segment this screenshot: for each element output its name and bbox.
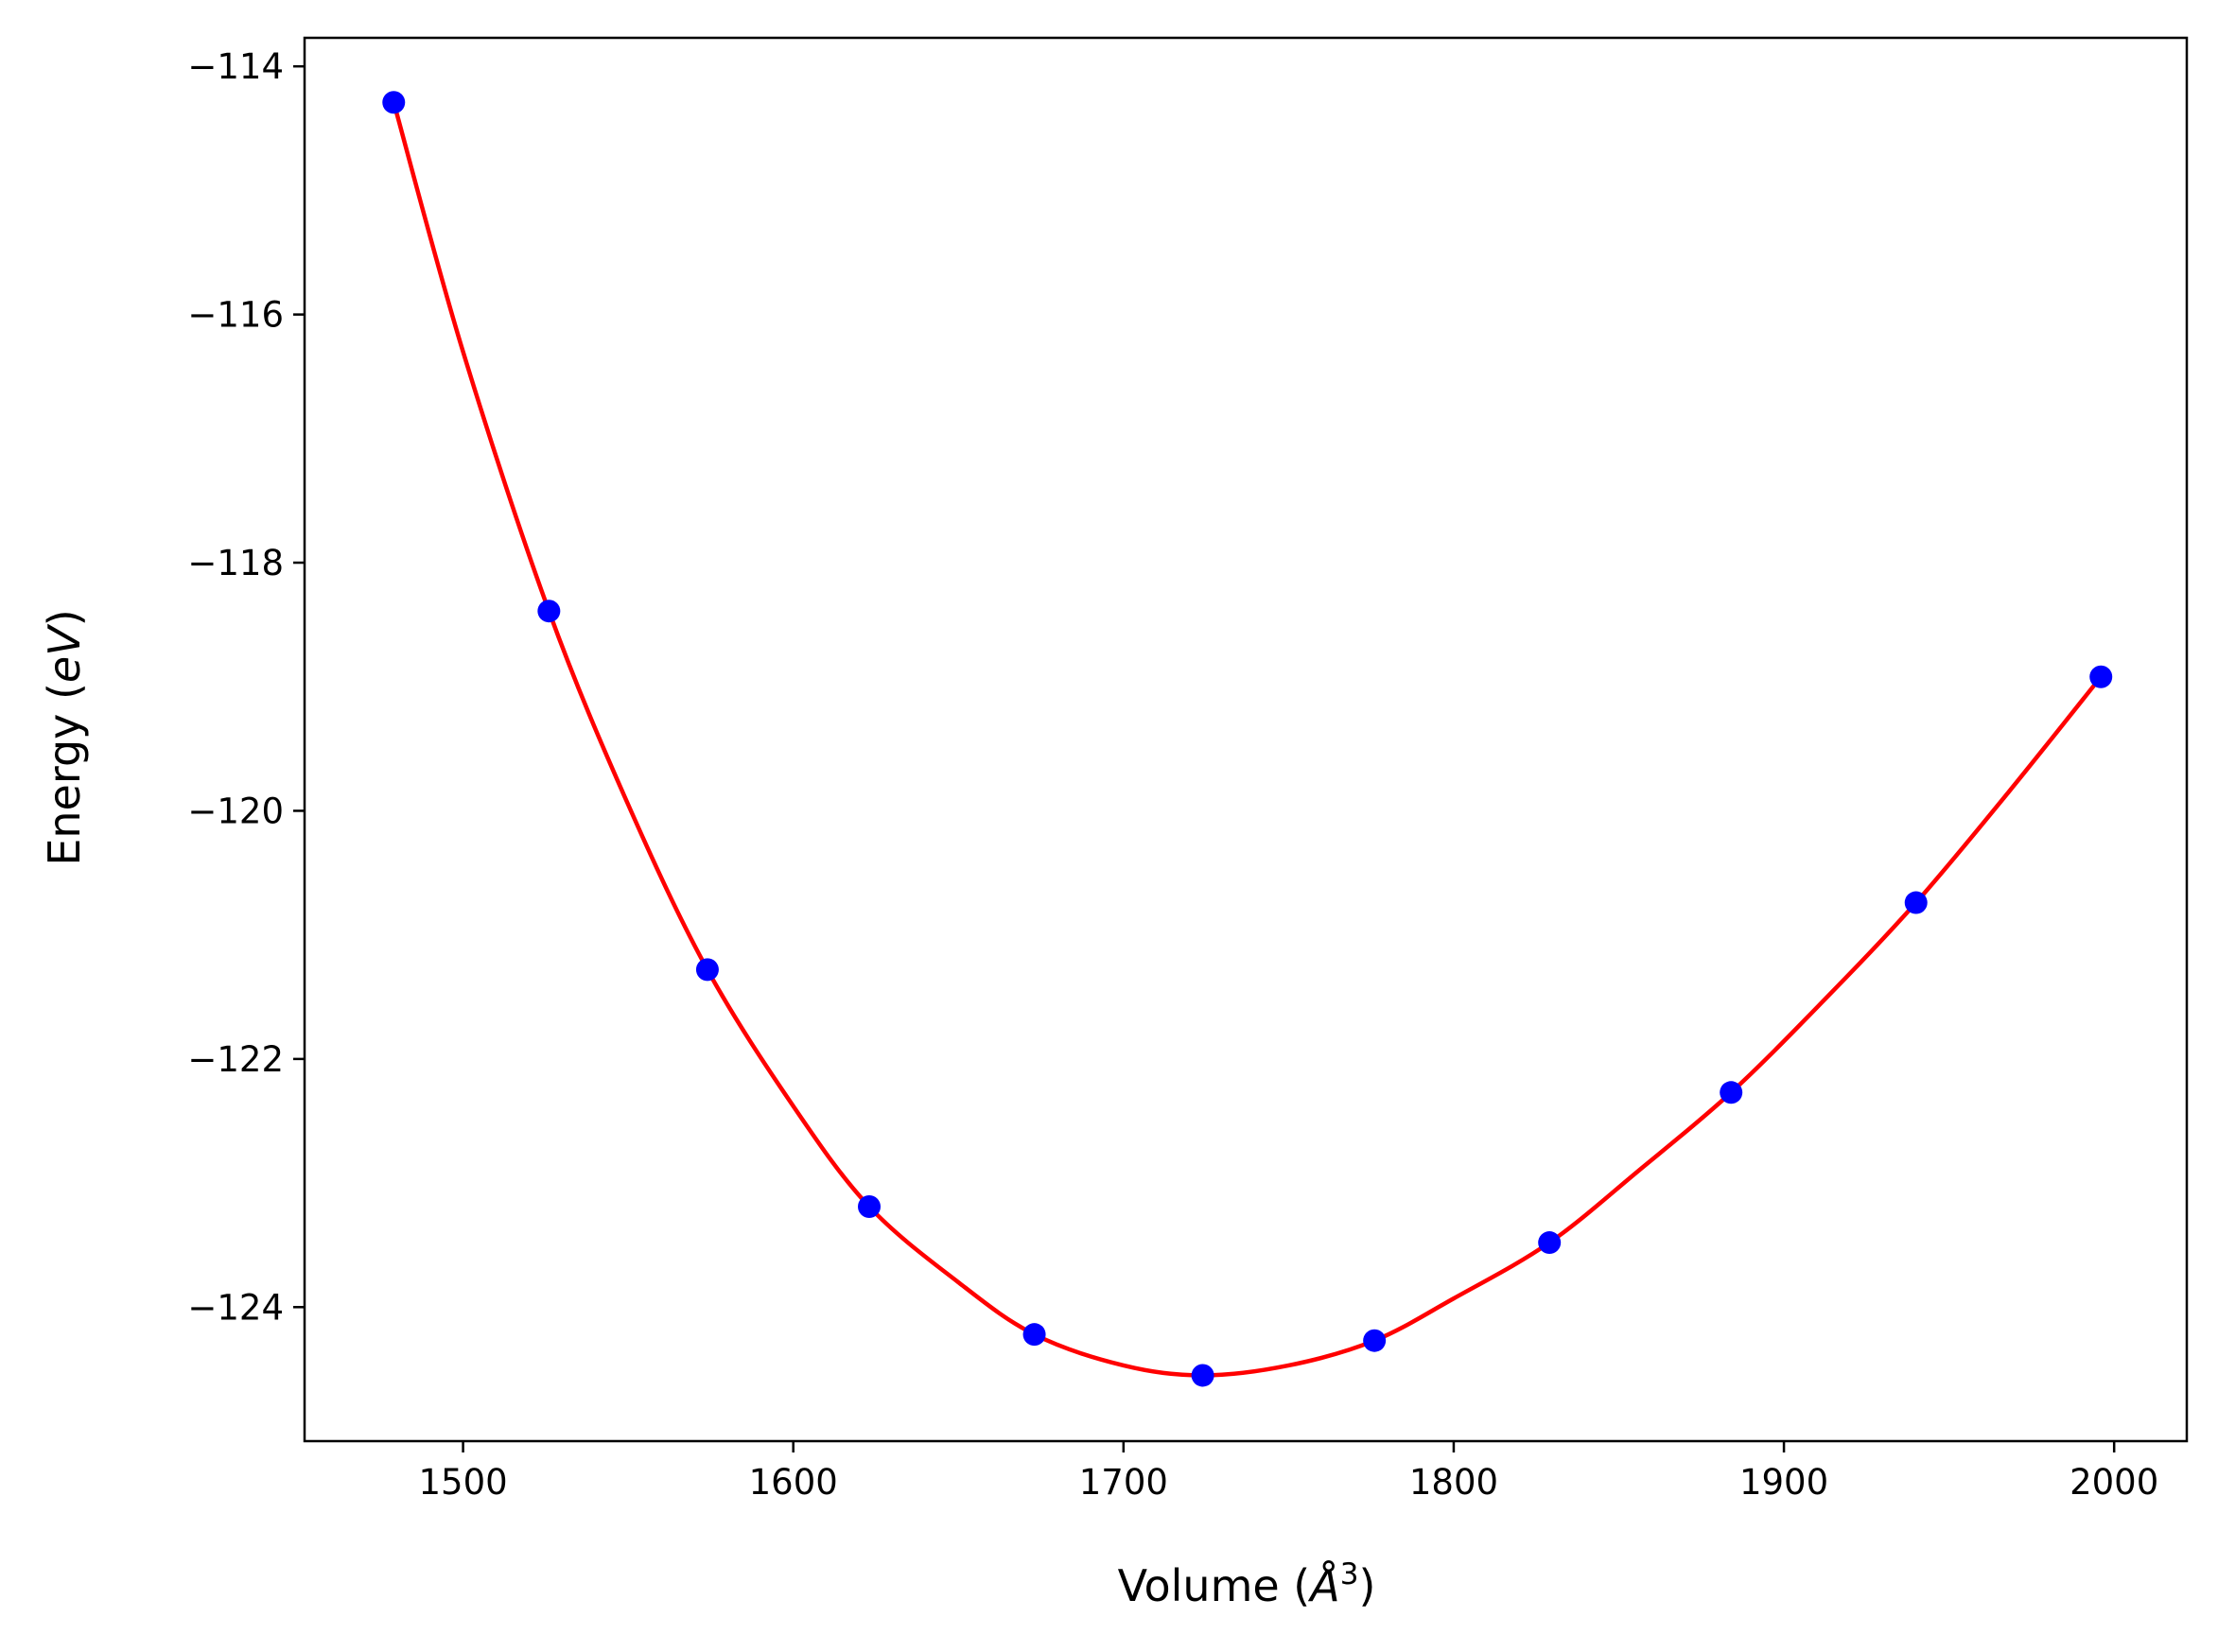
x-tick-label: 1800 [1409, 1462, 1498, 1503]
data-points-layer [382, 91, 2113, 1387]
data-point [382, 91, 406, 114]
plot-frame [303, 36, 2189, 1443]
data-point [1363, 1329, 1387, 1352]
data-point [2089, 665, 2113, 688]
y-axis-label-suffix: ) [39, 609, 90, 626]
data-point [1720, 1081, 1743, 1104]
x-axis-label-prefix: Volume ( [1118, 1560, 1311, 1611]
x-tick-label: 2000 [2070, 1462, 2158, 1503]
data-point [695, 958, 719, 982]
y-axis-label: Energy (eV) [39, 609, 90, 865]
data-point [537, 600, 561, 623]
y-tick-label: −122 [187, 1039, 284, 1080]
fit-curve [392, 101, 2103, 1378]
x-axis-label: Volume (Å3) [1118, 1557, 1376, 1611]
data-point [858, 1195, 881, 1219]
data-point [1538, 1231, 1562, 1255]
data-point [1191, 1364, 1214, 1387]
x-tick-label: 1900 [1739, 1462, 1828, 1503]
x-tick-label: 1500 [418, 1462, 507, 1503]
data-point [1904, 891, 1928, 914]
y-tick-label: −120 [187, 791, 284, 831]
x-axis-label-suffix: ) [1358, 1560, 1375, 1611]
y-axis-label-prefix: Energy ( [39, 683, 90, 866]
x-tick-label: 1700 [1079, 1462, 1168, 1503]
x-axis-label-unit: Å [1307, 1560, 1339, 1611]
y-tick-label: −124 [187, 1287, 284, 1328]
x-axis-label-exponent: 3 [1340, 1557, 1359, 1591]
y-axis-ticks: −114 −116 −118 −120 −122 −124 [187, 46, 305, 1328]
fit-curve-layer [392, 101, 2103, 1378]
x-tick-label: 1600 [749, 1462, 838, 1503]
data-point [1022, 1323, 1046, 1347]
x-axis-ticks: 1500 1600 1700 1800 1900 2000 [418, 1441, 2158, 1503]
y-tick-label: −116 [187, 295, 284, 336]
y-axis-label-unit: eV [39, 623, 90, 683]
y-tick-label: −114 [187, 46, 284, 87]
y-tick-label: −118 [187, 543, 284, 583]
